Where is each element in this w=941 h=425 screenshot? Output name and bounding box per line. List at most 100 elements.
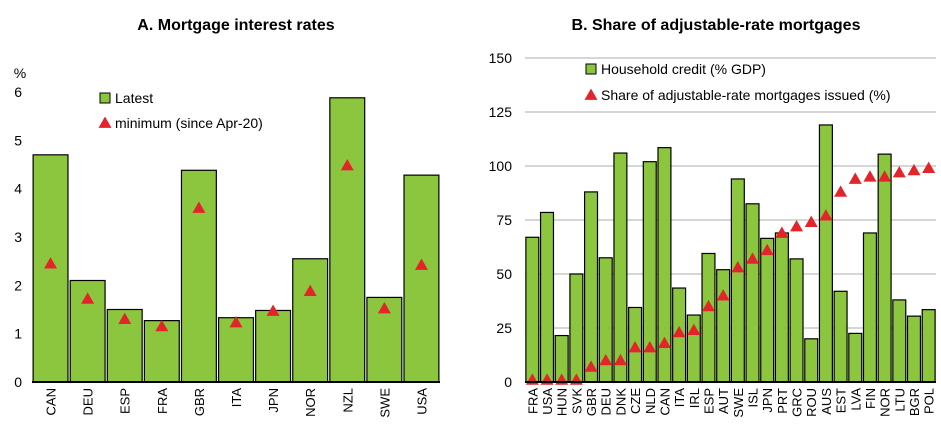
x-tick-label: PRT bbox=[775, 388, 790, 414]
x-tick-label: NOR bbox=[303, 388, 318, 417]
x-tick-label: NZL bbox=[340, 388, 355, 413]
bar-jpn bbox=[255, 309, 292, 383]
bar-usa bbox=[539, 211, 555, 383]
x-tick-label: NOR bbox=[878, 388, 893, 417]
x-tick-label: FIN bbox=[863, 388, 878, 409]
x-tick-label: GRC bbox=[790, 388, 805, 417]
bar-dnk bbox=[613, 152, 628, 383]
marker-ita bbox=[229, 316, 243, 328]
bar-ltu bbox=[892, 299, 907, 383]
y-tick-label: 2 bbox=[14, 277, 22, 293]
legend-label: Household credit (% GDP) bbox=[601, 61, 766, 77]
bar-rou bbox=[804, 338, 819, 383]
marker-can bbox=[44, 257, 58, 269]
x-tick-label: SWE bbox=[377, 388, 392, 418]
x-tick-label: SVK bbox=[569, 388, 584, 414]
marker-irl bbox=[687, 323, 701, 336]
x-tick-label: DEU bbox=[81, 388, 96, 415]
marker-esp bbox=[701, 299, 715, 312]
marker-cze bbox=[628, 340, 642, 353]
bar-fra bbox=[525, 236, 540, 383]
marker-pol bbox=[922, 161, 936, 174]
x-tick-label: CAN bbox=[44, 388, 59, 415]
marker-usa bbox=[414, 258, 428, 270]
marker-gbr bbox=[192, 201, 206, 213]
bar-swe bbox=[730, 178, 745, 383]
marker-fra bbox=[155, 319, 169, 332]
marker-prt bbox=[775, 226, 789, 238]
marker-isl bbox=[746, 252, 760, 264]
legend-label: Share of adjustable-rate mortgages issue… bbox=[601, 87, 890, 103]
x-tick-label: ESP bbox=[118, 388, 133, 414]
x-tick-label: FRA bbox=[155, 388, 170, 414]
marker-nzl bbox=[340, 158, 354, 171]
x-tick-label: CAN bbox=[657, 388, 672, 415]
y-tick-label: 50 bbox=[496, 266, 512, 282]
bar-lva bbox=[848, 332, 863, 383]
x-tick-label: JPN bbox=[760, 388, 775, 413]
y-tick-label: 4 bbox=[14, 181, 22, 197]
marker-swe bbox=[377, 302, 391, 314]
x-tick-label: EST bbox=[834, 388, 849, 413]
x-tick-label: NLD bbox=[643, 388, 658, 414]
x-tick-label: LTU bbox=[892, 388, 907, 412]
marker-bgr bbox=[907, 163, 921, 176]
x-tick-label: CZE bbox=[628, 388, 643, 414]
marker-nld bbox=[643, 340, 657, 353]
marker-esp bbox=[118, 312, 132, 325]
y-tick-label: 100 bbox=[489, 158, 513, 174]
bar-svk bbox=[569, 273, 584, 383]
y-tick-label: 125 bbox=[489, 104, 513, 120]
marker-ltu bbox=[892, 165, 906, 178]
y-tick-label: 150 bbox=[489, 50, 513, 66]
x-tick-label: POL bbox=[922, 388, 937, 414]
x-tick-label: FRA bbox=[525, 388, 540, 414]
bar-aus bbox=[818, 124, 833, 383]
legend-bar-swatch bbox=[585, 63, 597, 75]
x-tick-label: AUT bbox=[716, 388, 731, 414]
marker-fin bbox=[863, 170, 877, 182]
marker-gbr bbox=[584, 360, 598, 372]
marker-deu bbox=[81, 292, 95, 304]
bar-jpn bbox=[760, 237, 775, 383]
bar-nor bbox=[877, 153, 892, 383]
x-tick-label: LVA bbox=[848, 388, 863, 411]
x-tick-label: USA bbox=[414, 388, 429, 415]
y-tick-label: 0 bbox=[504, 374, 512, 390]
x-tick-label: ITA bbox=[229, 388, 244, 408]
y-axis-label: % bbox=[14, 65, 26, 81]
bar-ita bbox=[217, 317, 255, 383]
y-tick-label: 6 bbox=[14, 84, 22, 100]
marker-swe bbox=[731, 261, 745, 273]
legend-label: minimum (since Apr-20) bbox=[115, 115, 263, 131]
x-tick-label: IRL bbox=[687, 388, 702, 408]
bar-nzl bbox=[329, 97, 366, 383]
marker-aus bbox=[819, 209, 833, 221]
x-tick-label: AUS bbox=[819, 388, 834, 415]
legend-bar-swatch bbox=[99, 92, 111, 104]
marker-est bbox=[834, 185, 848, 197]
x-tick-label: JPN bbox=[266, 388, 281, 413]
chart-title: A. Mortgage interest rates bbox=[137, 17, 334, 34]
x-tick-label: ITA bbox=[672, 388, 687, 408]
chart-title: B. Share of adjustable-rate mortgages bbox=[572, 17, 861, 34]
marker-grc bbox=[790, 219, 804, 232]
bar-bgr bbox=[906, 315, 922, 383]
legend-marker-swatch bbox=[584, 88, 598, 100]
y-tick-label: 25 bbox=[496, 320, 512, 336]
legend-marker-swatch bbox=[98, 116, 112, 128]
marker-nor bbox=[303, 284, 317, 297]
bar-gbr bbox=[583, 191, 599, 383]
marker-deu bbox=[599, 353, 613, 366]
bar-pol bbox=[921, 309, 936, 383]
marker-can bbox=[657, 336, 671, 348]
x-tick-label: HUN bbox=[555, 388, 570, 416]
bar-grc bbox=[789, 258, 804, 383]
legend-label: Latest bbox=[115, 90, 153, 106]
marker-jpn bbox=[760, 243, 774, 256]
bar-fin bbox=[862, 232, 878, 383]
y-tick-label: 75 bbox=[496, 212, 512, 228]
y-tick-label: 5 bbox=[14, 132, 22, 148]
